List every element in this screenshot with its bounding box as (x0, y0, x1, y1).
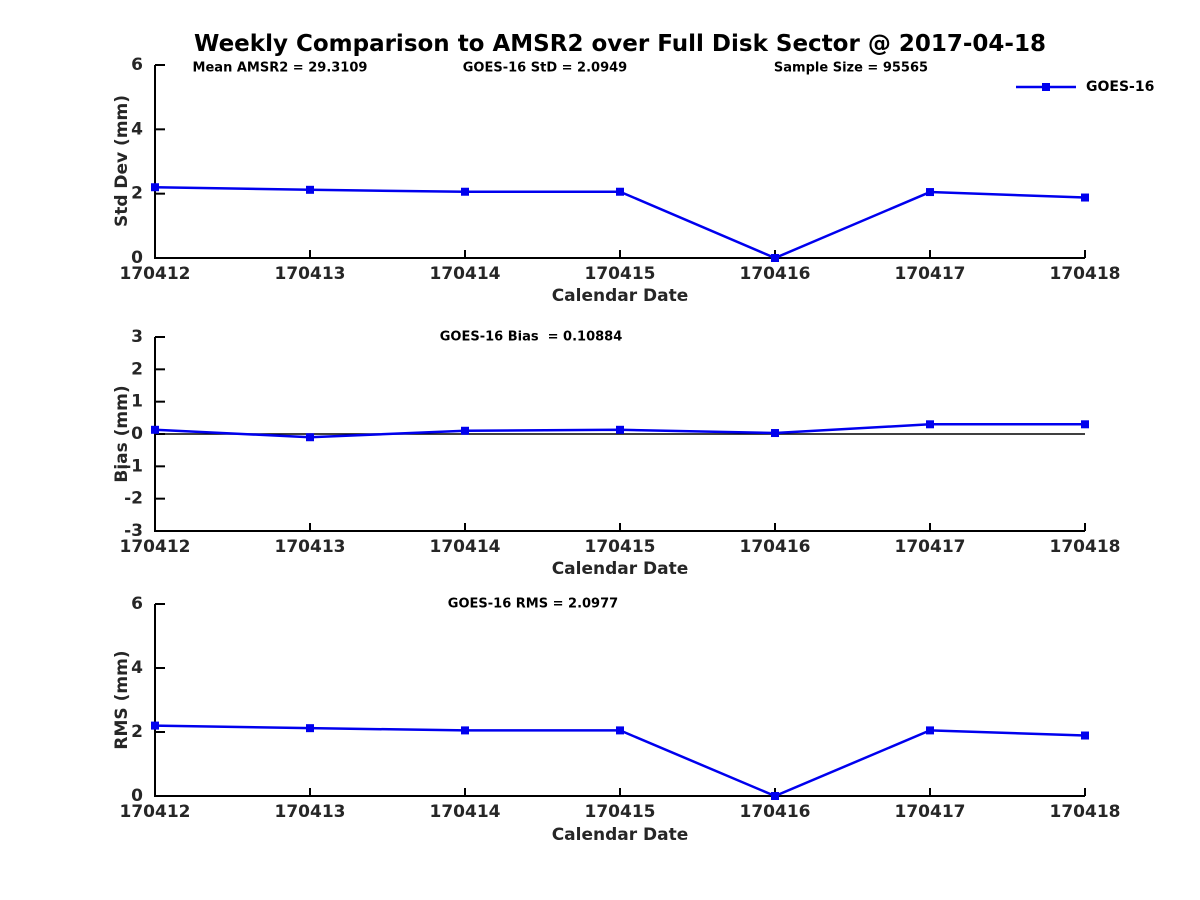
xlabel-calendar-date-2: Calendar Date (551, 559, 689, 579)
legend-line-marker-icon (1016, 83, 1076, 91)
data-point-marker (616, 726, 624, 735)
x-tick-label: 170415 (585, 802, 656, 822)
data-point-marker (616, 187, 624, 196)
x-tick-label: 170418 (1050, 802, 1121, 822)
annotation-mean-amsr2: Mean AMSR2 = 29.3109 (192, 60, 368, 76)
y-tick-label: -3 (124, 521, 143, 541)
x-tick-label: 170416 (740, 537, 811, 557)
rms-subplot: 0 2 4 6 170412 170413 170414 170415 170416 170417… (120, 594, 1121, 822)
x-tick-label: 170417 (895, 802, 966, 822)
data-point-marker (1081, 420, 1089, 429)
data-point-marker (926, 420, 934, 429)
y-tick-label: 2 (131, 359, 143, 379)
figure-title: Weekly Comparison to AMSR2 over Full Dis… (194, 31, 1046, 57)
y-tick-label: 2 (131, 722, 143, 742)
x-tick-label: 170417 (895, 537, 966, 557)
x-tick-label: 170417 (895, 264, 966, 284)
x-tick-label: 170418 (1050, 537, 1121, 557)
legend-label: GOES-16 (1086, 79, 1155, 95)
annotation-goes16-std: GOES-16 StD = 2.0949 (462, 60, 628, 76)
ylabel-bias: Bias (mm) (112, 385, 132, 483)
legend: GOES-16 (1015, 79, 1154, 95)
x-tick-label: 170415 (585, 264, 656, 284)
ylabel-std-dev: Std Dev (mm) (112, 94, 132, 228)
series-line (154, 724, 1086, 798)
y-tick-label: 1 (131, 392, 143, 412)
data-point-marker (771, 792, 779, 800)
x-tick-label: 170414 (430, 264, 501, 284)
x-tick-label: 170418 (1050, 264, 1121, 284)
x-tick-label: 170415 (585, 537, 656, 557)
annotation-goes16-bias: GOES-16 Bias = 0.10884 (439, 329, 623, 345)
data-point-marker (771, 254, 779, 262)
x-tick-label: 170412 (120, 537, 191, 557)
x-tick-label: 170413 (275, 802, 346, 822)
series-line (154, 185, 1086, 260)
x-tick-label: 170413 (275, 537, 346, 557)
y-tick-label: 6 (131, 55, 143, 75)
data-point-marker (461, 187, 469, 196)
data-point-marker (926, 726, 934, 735)
data-point-marker (306, 724, 314, 733)
y-tick-label: 0 (131, 248, 143, 268)
annotation-goes16-rms: GOES-16 RMS = 2.0977 (447, 596, 619, 612)
xlabel-calendar-date-3: Calendar Date (551, 825, 689, 845)
x-tick-label: 170412 (120, 264, 191, 284)
data-point-marker (151, 721, 159, 730)
data-point-marker (151, 183, 159, 192)
y-tick-label: 3 (131, 327, 143, 347)
x-tick-label: 170416 (740, 264, 811, 284)
y-tick-label: 0 (131, 424, 143, 444)
std-dev-subplot: 0 2 4 6 170412 170413 170414 170415 170416 170417… (120, 55, 1121, 284)
data-point-marker (1081, 193, 1089, 202)
x-tick-label: 170414 (430, 537, 501, 557)
data-point-marker (151, 425, 159, 434)
data-point-marker (1081, 731, 1089, 740)
y-tick-label: 6 (131, 594, 143, 614)
y-tick-label: 4 (131, 658, 143, 678)
data-point-marker (771, 429, 779, 438)
x-tick-label: 170414 (430, 802, 501, 822)
y-tick-label: 0 (131, 786, 143, 806)
x-tick-label: 170413 (275, 264, 346, 284)
xlabel-calendar-date-1: Calendar Date (551, 286, 689, 306)
x-tick-label: 170412 (120, 802, 191, 822)
y-tick-label: -2 (124, 489, 143, 509)
data-point-marker (306, 433, 314, 442)
data-point-marker (926, 188, 934, 197)
annotation-sample-size: Sample Size = 95565 (773, 60, 929, 76)
ylabel-rms: RMS (mm) (112, 650, 132, 750)
data-point-marker (461, 726, 469, 735)
y-tick-label: 4 (131, 119, 143, 139)
y-tick-label: 2 (131, 184, 143, 204)
x-tick-label: 170416 (740, 802, 811, 822)
y-tick-label: -1 (124, 456, 143, 476)
data-point-marker (616, 425, 624, 434)
data-point-marker (461, 426, 469, 435)
data-point-marker (306, 185, 314, 194)
